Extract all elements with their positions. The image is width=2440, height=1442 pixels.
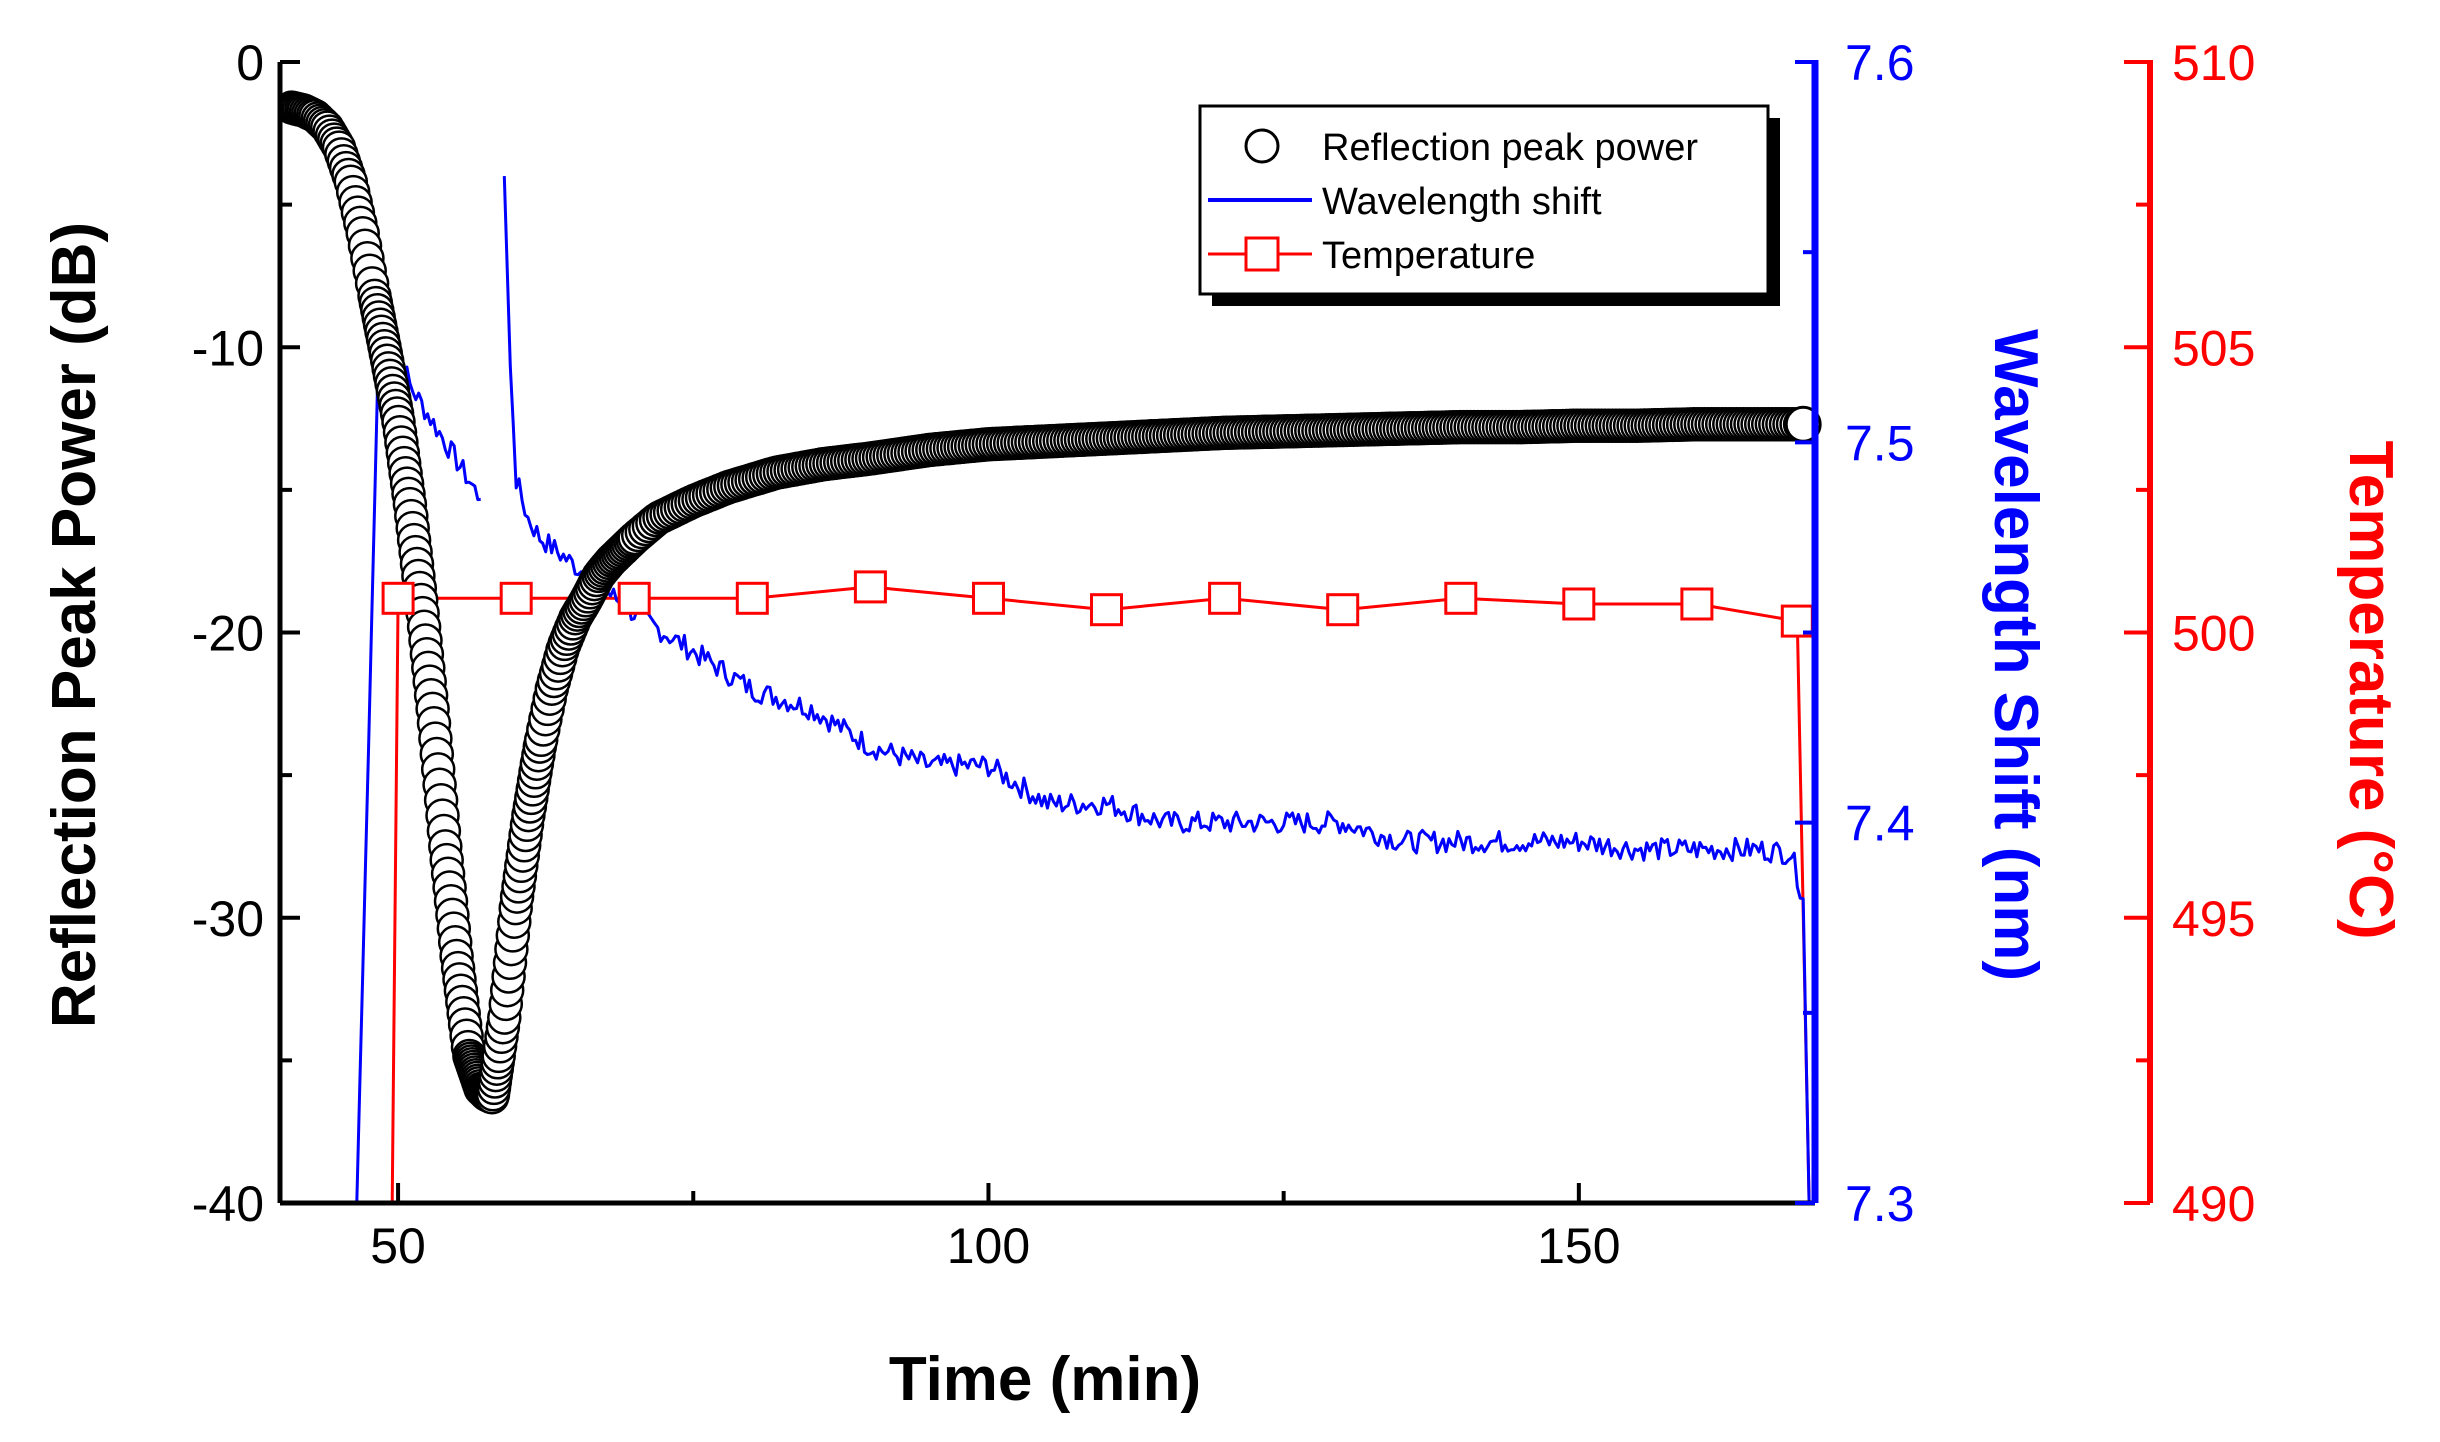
- temperature-marker: [499, 581, 533, 615]
- series-layer: [280, 90, 1822, 1204]
- temperature-marker: [1326, 593, 1360, 627]
- legend-label-temperature: Temperature: [1322, 235, 1535, 277]
- temperature-tick-label: 505: [2172, 320, 2255, 376]
- temperature-tick-label: 510: [2172, 35, 2255, 91]
- temperature-marker: [1562, 587, 1596, 621]
- temperature-marker: [735, 581, 769, 615]
- x-tick-label: 150: [1537, 1218, 1620, 1274]
- left-tick-label: -20: [192, 606, 264, 662]
- temperature-marker: [853, 570, 887, 604]
- temperature-tick-label: 495: [2172, 891, 2255, 947]
- legend: Reflection peak power Wavelength shift T…: [1198, 104, 1780, 306]
- temperature-marker: [381, 581, 415, 615]
- wavelength-tick-label: 7.4: [1845, 796, 1915, 852]
- temperature-marker: [972, 581, 1005, 615]
- temperature-line: [390, 585, 1811, 1204]
- legend-label-wavelength: Wavelength shift: [1322, 181, 1602, 223]
- temperature-axis-title: Temperature (°C): [2336, 440, 2405, 939]
- x-axis-title: Time (min): [889, 1345, 1201, 1414]
- x-tick-label: 50: [370, 1218, 426, 1274]
- legend-marker-circle: [1244, 128, 1280, 164]
- left-tick-label: -40: [192, 1176, 264, 1232]
- temperature-marker: [617, 581, 651, 615]
- wavelength-line-segment-2: [502, 176, 1811, 1204]
- power-markers: [280, 90, 1818, 1115]
- x-tick-label: 100: [947, 1218, 1030, 1274]
- temperature-tick-label: 490: [2172, 1176, 2255, 1232]
- left-tick-label: -30: [192, 891, 264, 947]
- temperature-marker: [1208, 581, 1242, 615]
- axes-layer: 50 100 150 0 -10 -20 -30 -40 7.3 7.4 7.5 7.6 490 495 5…: [192, 35, 2256, 1274]
- left-tick-label: -10: [192, 320, 264, 376]
- temperature-marker: [1680, 587, 1714, 621]
- wavelength-tick-label: 7.3: [1845, 1176, 1915, 1232]
- wavelength-tick-label: 7.5: [1845, 415, 1915, 471]
- left-tick-label: 0: [236, 35, 264, 91]
- wavelength-tick-label: 7.6: [1845, 35, 1915, 91]
- temperature-marker: [1444, 581, 1478, 615]
- temperature-tick-label: 500: [2172, 606, 2255, 662]
- legend-label-power: Reflection peak power: [1322, 127, 1698, 169]
- legend-marker-square: [1244, 236, 1280, 272]
- wavelength-axis-title: Wavelength Shift (nm): [1981, 329, 2050, 981]
- temperature-marker: [1090, 593, 1123, 627]
- left-axis-title: Reflection Peak Power (dB): [40, 222, 109, 1028]
